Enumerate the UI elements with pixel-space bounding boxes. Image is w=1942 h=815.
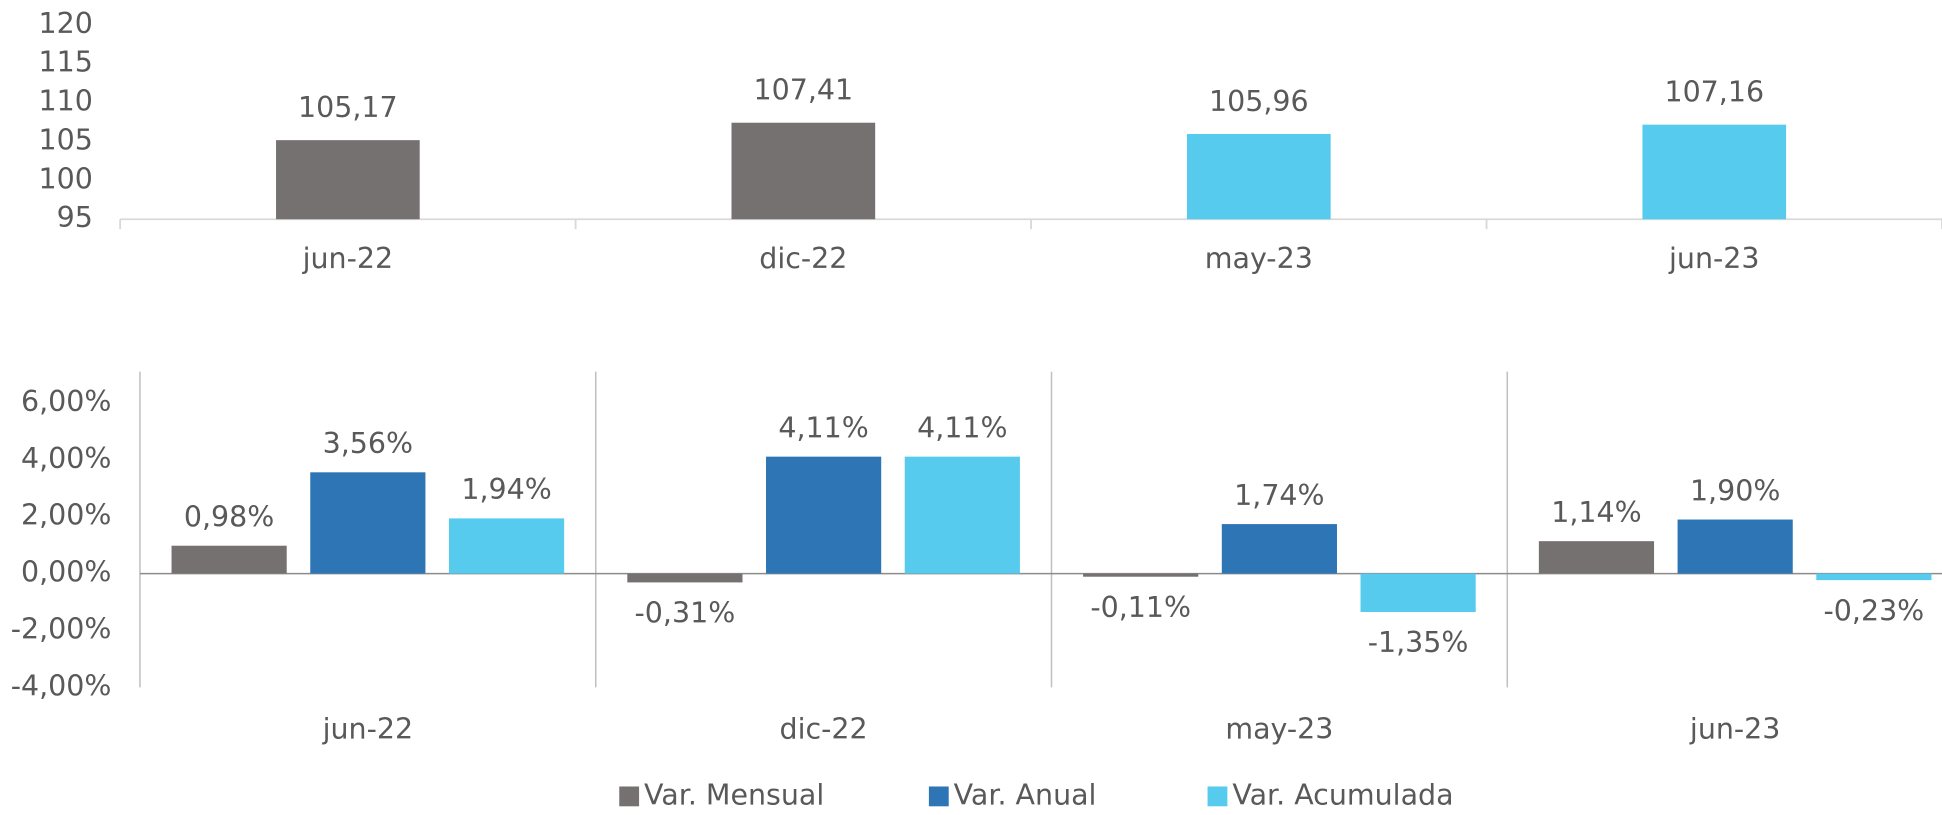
x-tick-label: jun-22 bbox=[302, 242, 394, 275]
y-tick-label: 110 bbox=[39, 85, 93, 118]
data-label: 3,56% bbox=[323, 427, 413, 460]
bar bbox=[310, 472, 426, 574]
bar bbox=[1677, 519, 1793, 574]
legend-swatch bbox=[1207, 786, 1228, 807]
data-label: 105,96 bbox=[1209, 85, 1309, 118]
bar bbox=[1360, 573, 1476, 613]
data-label: 1,90% bbox=[1690, 474, 1780, 507]
bar bbox=[276, 140, 420, 220]
x-tick-label: jun-23 bbox=[1668, 242, 1759, 275]
legend-label: Var. Anual bbox=[954, 778, 1097, 811]
y-tick-label: 95 bbox=[57, 201, 93, 234]
legend-label: Var. Mensual bbox=[644, 778, 824, 811]
y-tick-label: 4,00% bbox=[21, 442, 111, 475]
data-label: 1,14% bbox=[1551, 496, 1641, 529]
bar bbox=[1538, 541, 1655, 574]
bar bbox=[1083, 573, 1199, 577]
bar bbox=[1186, 133, 1331, 220]
data-label: 4,11% bbox=[778, 411, 868, 444]
data-label: 107,41 bbox=[754, 74, 854, 107]
bar bbox=[766, 456, 882, 574]
x-tick-label: jun-23 bbox=[1689, 713, 1781, 746]
y-tick-label: 6,00% bbox=[21, 385, 111, 418]
bar bbox=[731, 122, 876, 220]
data-label: -0,23% bbox=[1824, 594, 1925, 627]
data-label: 0,98% bbox=[184, 500, 274, 533]
x-tick-label: dic-22 bbox=[759, 242, 847, 275]
data-label: -0,31% bbox=[635, 597, 736, 630]
data-label: 107,16 bbox=[1664, 76, 1764, 109]
y-tick-label: -4,00% bbox=[11, 669, 112, 702]
legend-swatch bbox=[928, 786, 949, 807]
data-label: 105,17 bbox=[298, 91, 398, 124]
bar bbox=[1816, 573, 1932, 581]
x-tick-label: may-23 bbox=[1205, 242, 1313, 275]
bar bbox=[448, 518, 565, 574]
x-tick-label: jun-22 bbox=[322, 713, 414, 746]
bar bbox=[627, 573, 743, 583]
legend-label: Var. Acumulada bbox=[1232, 778, 1453, 811]
y-tick-label: -2,00% bbox=[11, 613, 112, 646]
legend-swatch bbox=[619, 786, 640, 807]
y-tick-label: 100 bbox=[39, 162, 93, 195]
y-tick-label: 105 bbox=[39, 123, 93, 156]
data-label: 1,74% bbox=[1234, 479, 1324, 512]
bar bbox=[904, 456, 1020, 574]
bar bbox=[171, 545, 287, 574]
x-tick-label: may-23 bbox=[1225, 713, 1333, 746]
data-label: -0,11% bbox=[1090, 591, 1191, 624]
y-tick-label: 120 bbox=[39, 7, 93, 40]
y-tick-label: 0,00% bbox=[21, 556, 111, 589]
bar bbox=[1221, 524, 1337, 574]
y-tick-label: 2,00% bbox=[21, 499, 111, 532]
data-label: 1,94% bbox=[461, 473, 551, 506]
data-label: 4,11% bbox=[917, 411, 1007, 444]
data-label: -1,35% bbox=[1368, 626, 1469, 659]
x-tick-label: dic-22 bbox=[780, 713, 868, 746]
bar bbox=[1642, 124, 1787, 220]
y-tick-label: 115 bbox=[39, 46, 93, 79]
